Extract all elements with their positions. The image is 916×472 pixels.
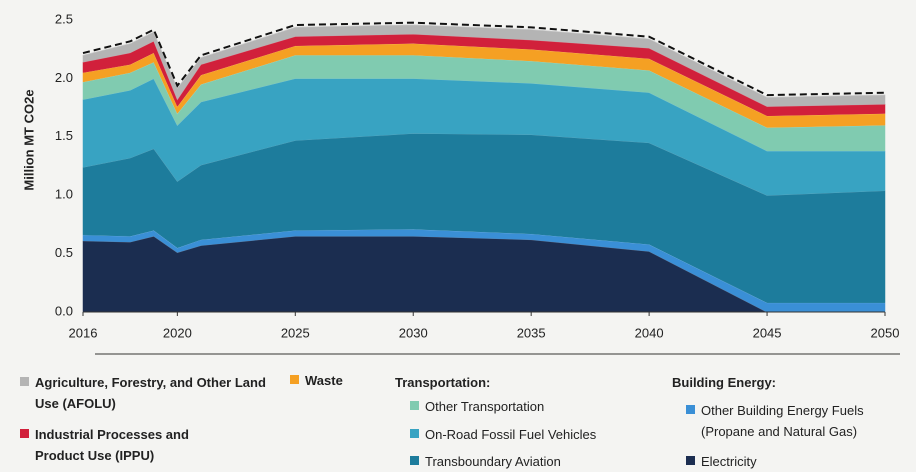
chart: Million MT CO2e 0.0 0.5 1.0 1.5 2.0 2.5 2016 20… (21, 11, 900, 355)
legend-label: Electricity (701, 454, 757, 469)
y-tick-label: 2.0 (55, 70, 73, 85)
legend-label: On-Road Fossil Fuel Vehicles (425, 427, 597, 442)
total-outline (82, 21, 886, 97)
x-tick-label: 2030 (399, 325, 428, 340)
x-tick-label: 2035 (517, 325, 546, 340)
legend-item: Other Building Energy Fuels (Propane and… (686, 400, 911, 442)
legend-label: Transboundary Aviation (425, 454, 561, 469)
legend-label: Industrial Processes and Product Use (IP… (35, 427, 189, 463)
legend-item: Electricity (686, 451, 757, 472)
x-tick-label: 2016 (69, 325, 98, 340)
x-tick-label: 2025 (281, 325, 310, 340)
x-tick-label: 2020 (163, 325, 192, 340)
legend-item: Other Transportation (410, 396, 544, 417)
legend-label: Waste (305, 373, 343, 388)
legend-label: Agriculture, Forestry, and Other Land Us… (35, 375, 266, 411)
x-tick-label: 2045 (753, 325, 782, 340)
legend-item: Waste (290, 370, 343, 391)
area (82, 24, 886, 107)
y-tick-label: 1.0 (55, 187, 73, 202)
y-axis-label: Million MT CO2e (21, 89, 36, 190)
legend-item: Agriculture, Forestry, and Other Land Us… (20, 372, 270, 414)
legend-label: Other Building Energy Fuels (Propane and… (701, 403, 864, 439)
legend-heading: Building Energy: (672, 375, 776, 390)
legend-item: Transboundary Aviation (410, 451, 561, 472)
legend-label: Other Transportation (425, 399, 545, 414)
legend-heading: Transportation: (395, 375, 491, 390)
y-tick-label: 0.0 (55, 303, 73, 318)
y-tick-label: 0.5 (55, 245, 73, 260)
y-tick-label: 1.5 (55, 128, 73, 143)
legend-item: Industrial Processes and Product Use (IP… (20, 424, 225, 466)
x-tick-label: 2050 (871, 325, 900, 340)
y-tick-label: 2.5 (55, 11, 73, 26)
legend-item: On-Road Fossil Fuel Vehicles (410, 424, 596, 445)
area-edge (82, 24, 886, 98)
x-tick-label: 2040 (635, 325, 664, 340)
